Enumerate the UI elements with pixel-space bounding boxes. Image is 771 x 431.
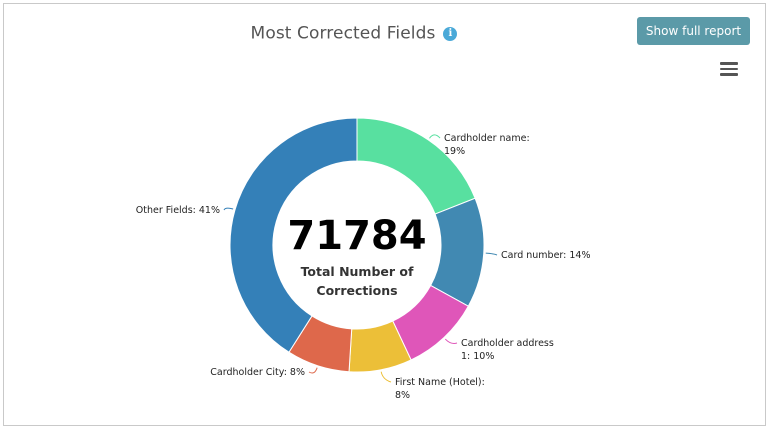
leader-line: [223, 207, 234, 211]
slice-label: Other Fields: 41%: [136, 205, 220, 216]
slice-other-fields[interactable]: [229, 117, 358, 353]
leader-line: [429, 134, 441, 139]
show-full-report-button[interactable]: Show full report: [637, 17, 750, 45]
leader-line: [444, 338, 458, 344]
total-corrections-value: 71784: [287, 213, 426, 259]
center-caption-line2: Corrections: [316, 283, 397, 298]
slice-label: Cardholder name: 19%: [444, 133, 530, 157]
slice-label: Card number: 14%: [501, 250, 591, 261]
leader-line: [485, 252, 498, 256]
slice-label: Cardholder City: 8%: [210, 367, 305, 378]
center-caption-line1: Total Number of: [301, 264, 414, 279]
chart-title: Most Corrected Fields: [250, 23, 436, 44]
donut-chart: Cardholder name: 19% Card number: 14% Cardh…: [136, 117, 591, 401]
slice-label: Cardholder address 1: 10%: [461, 338, 554, 362]
info-icon[interactable]: i: [443, 26, 458, 41]
slice-label: First Name (Hotel): 8%: [395, 377, 485, 401]
chart-header: Most Corrected Fields i: [4, 23, 704, 44]
leader-line: [380, 371, 392, 383]
chart-card: Most Corrected Fields i Show full report …: [3, 3, 766, 426]
hamburger-menu-icon[interactable]: [720, 62, 738, 76]
leader-line: [308, 367, 318, 374]
